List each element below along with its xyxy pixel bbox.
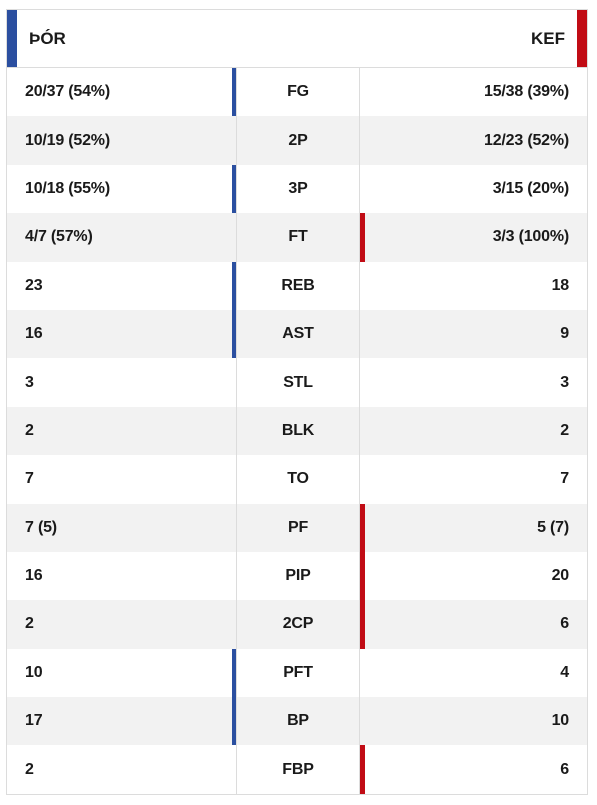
- home-value: 2: [25, 421, 34, 439]
- stat-label: BP: [236, 697, 360, 746]
- stat-label: FT: [236, 213, 360, 262]
- away-value: 2: [560, 421, 569, 439]
- table-row: 23 REB 18: [7, 261, 587, 310]
- stat-rows: 20/37 (54%) FG 15/38 (39%) 10/19 (52%) 2P 12/…: [7, 68, 587, 794]
- home-leader-indicator: [232, 648, 237, 698]
- away-value: 4: [560, 663, 569, 681]
- stat-label: REB: [236, 261, 360, 310]
- table-row: 4/7 (57%) FT 3/3 (100%): [7, 213, 587, 262]
- home-leader-indicator: [232, 261, 237, 310]
- away-value: 7: [560, 470, 569, 488]
- stat-label: PF: [236, 503, 360, 552]
- table-row: 2 BLK 2: [7, 406, 587, 456]
- table-row: 10 PFT 4: [7, 648, 587, 698]
- home-leader-indicator: [232, 68, 237, 117]
- table-row: 7 TO 7: [7, 455, 587, 504]
- home-value: 23: [7, 261, 237, 310]
- home-value: 7: [25, 470, 34, 488]
- home-value: 20/37 (54%): [7, 68, 237, 117]
- home-value: 10/18 (55%): [7, 164, 237, 214]
- stat-label: FG: [236, 68, 360, 117]
- table-row: 2 FBP 6: [7, 745, 587, 794]
- home-leader-indicator: [232, 309, 237, 359]
- away-value: 3/15 (20%): [492, 179, 569, 197]
- table-row: 10/19 (52%) 2P 12/23 (52%): [7, 116, 587, 165]
- home-value: 10/19 (52%): [25, 131, 110, 149]
- stat-label: FBP: [236, 745, 360, 794]
- away-value: 3/3 (100%): [360, 213, 587, 262]
- table-row: 20/37 (54%) FG 15/38 (39%): [7, 68, 587, 117]
- stat-label: PFT: [236, 648, 360, 698]
- table-row: 16 PIP 20: [7, 551, 587, 601]
- away-value: 5 (7): [360, 503, 587, 552]
- table-row: 7 (5) PF 5 (7): [7, 503, 587, 552]
- stat-label: 3P: [236, 164, 360, 214]
- away-leader-indicator: [360, 503, 365, 552]
- home-leader-indicator: [232, 697, 237, 746]
- home-value: 16: [7, 309, 237, 359]
- away-leader-indicator: [360, 213, 365, 262]
- away-leader-indicator: [360, 551, 365, 601]
- stat-label: BLK: [236, 406, 360, 456]
- home-value: 16: [25, 567, 43, 585]
- home-value: 10: [7, 648, 237, 698]
- table-header: ÞÓR KEF: [7, 10, 587, 68]
- home-value: 4/7 (57%): [25, 228, 93, 246]
- away-value: 18: [551, 276, 570, 294]
- table-row: 17 BP 10: [7, 697, 587, 746]
- away-team-label: KEF: [531, 29, 565, 48]
- table-row: 2 2CP 6: [7, 600, 587, 649]
- stat-label: STL: [236, 358, 360, 407]
- home-value: 17: [7, 697, 237, 746]
- table-row: 16 AST 9: [7, 309, 587, 359]
- away-team-name: KEF: [531, 10, 587, 67]
- away-value: 12/23 (52%): [484, 131, 569, 149]
- away-team-color-bar: [577, 10, 587, 67]
- home-value: 2: [25, 615, 34, 633]
- home-leader-indicator: [232, 164, 237, 214]
- home-team-name: ÞÓR: [7, 10, 66, 67]
- table-row: 3 STL 3: [7, 358, 587, 407]
- away-value: 3: [560, 373, 569, 391]
- table-row: 10/18 (55%) 3P 3/15 (20%): [7, 164, 587, 214]
- home-team-label: ÞÓR: [29, 29, 66, 48]
- away-value: 20: [360, 551, 587, 601]
- away-value: 9: [560, 325, 569, 343]
- home-value: 7 (5): [25, 518, 57, 536]
- stat-label: TO: [236, 455, 360, 504]
- stat-label: 2CP: [236, 600, 360, 649]
- home-team-color-bar: [7, 10, 17, 67]
- away-value: 6: [360, 600, 587, 649]
- stat-label: 2P: [236, 116, 360, 165]
- away-value: 15/38 (39%): [484, 83, 569, 101]
- stat-label: PIP: [236, 551, 360, 601]
- away-value: 6: [360, 745, 587, 794]
- away-value: 10: [551, 712, 570, 730]
- home-value: 3: [25, 373, 34, 391]
- home-value: 2: [25, 760, 34, 778]
- team-comparison-table: ÞÓR KEF 20/37 (54%) FG 15/38 (39%) 10/19 (5…: [6, 9, 588, 795]
- stat-label: AST: [236, 309, 360, 359]
- away-leader-indicator: [360, 745, 365, 794]
- away-leader-indicator: [360, 600, 365, 649]
